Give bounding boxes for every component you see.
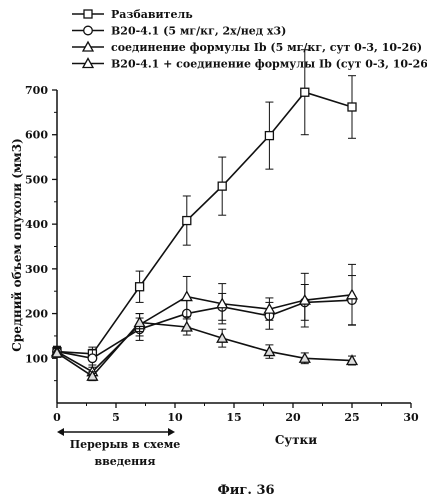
data-point bbox=[134, 282, 145, 292]
data-point bbox=[217, 181, 227, 191]
y-tick-label: 500 bbox=[25, 173, 48, 186]
data-point bbox=[263, 302, 276, 314]
series-4 bbox=[50, 313, 359, 382]
data-point bbox=[298, 293, 311, 305]
data-point bbox=[345, 354, 359, 366]
y-tick-label: 100 bbox=[25, 352, 48, 365]
x-axis-title: Сутки bbox=[275, 433, 317, 447]
legend-marker bbox=[81, 57, 95, 69]
figure-caption: Фиг. 36 bbox=[217, 483, 274, 498]
data-point bbox=[345, 288, 359, 300]
legend-label: B20-4.1 (5 мг/кг, 2х/нед х3) bbox=[111, 25, 286, 38]
data-point bbox=[180, 290, 193, 302]
y-tick-label: 700 bbox=[25, 84, 48, 97]
data-point bbox=[347, 102, 357, 112]
data-point bbox=[87, 353, 98, 364]
data-point bbox=[298, 351, 311, 363]
y-axis-title: Средний объем опухоли (мм3) bbox=[10, 138, 24, 352]
data-point bbox=[50, 346, 64, 358]
annotation-line-2: введения bbox=[95, 455, 156, 468]
x-tick-label: 0 bbox=[53, 411, 61, 424]
y-tick-label: 600 bbox=[25, 129, 48, 142]
legend: Разбавитель B20-4.1 (5 мг/кг, 2х/нед х3) с… bbox=[72, 8, 427, 71]
y-tick-label: 300 bbox=[25, 263, 48, 276]
x-tick-label: 15 bbox=[226, 411, 241, 424]
annotation-arrowhead-left bbox=[57, 428, 64, 436]
x-tick-label: 30 bbox=[403, 411, 419, 424]
data-point bbox=[216, 331, 229, 343]
legend-label: соединение формулы Ib (5 мг/кг, сут 0-3,… bbox=[111, 41, 422, 54]
y-tick-label: 200 bbox=[25, 308, 48, 321]
series-line bbox=[56, 91, 353, 355]
legend-item-2: B20-4.1 (5 мг/кг, 2х/нед х3) bbox=[72, 25, 286, 38]
x-tick-label: 10 bbox=[167, 411, 183, 424]
data-point bbox=[263, 345, 276, 357]
legend-label: Разбавитель bbox=[111, 8, 193, 21]
data-point bbox=[216, 297, 229, 309]
annotation-arrowhead-right bbox=[168, 428, 175, 436]
x-tick-label: 25 bbox=[344, 411, 359, 424]
data-point bbox=[264, 130, 275, 141]
data-point bbox=[86, 369, 99, 381]
legend-marker bbox=[81, 40, 95, 52]
legend-item-3: соединение формулы Ib (5 мг/кг, сут 0-3,… bbox=[72, 40, 422, 54]
x-tick-label: 20 bbox=[285, 411, 301, 424]
legend-item-4: B20-4.1 + соединение формулы Ib (сут 0-3… bbox=[72, 57, 427, 71]
data-point bbox=[180, 320, 193, 332]
data-point bbox=[300, 87, 310, 97]
data-point bbox=[133, 316, 146, 328]
data-point bbox=[182, 215, 192, 226]
legend-marker bbox=[83, 25, 93, 36]
series-line bbox=[56, 293, 353, 373]
series-1 bbox=[52, 49, 357, 362]
legend-marker bbox=[83, 9, 93, 19]
series-3 bbox=[50, 263, 359, 379]
series-2 bbox=[52, 275, 357, 368]
series-line bbox=[56, 321, 353, 378]
y-tick-label: 400 bbox=[25, 218, 48, 231]
x-tick-label: 5 bbox=[112, 411, 120, 424]
plot-area: 100 200 300 400 500 600 700 0 5 10 15 20 25 30 bbox=[25, 49, 419, 436]
legend-label: B20-4.1 + соединение формулы Ib (сут 0-3… bbox=[111, 58, 427, 71]
series-line bbox=[56, 299, 353, 360]
annotation-line-1: Перерыв в схеме bbox=[70, 438, 181, 451]
legend-item-1: Разбавитель bbox=[72, 8, 193, 21]
